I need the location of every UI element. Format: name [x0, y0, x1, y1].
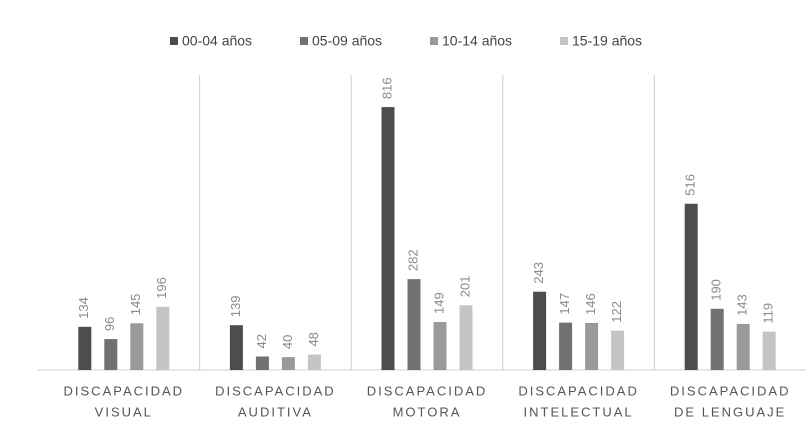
value-label: 196 — [154, 277, 169, 299]
legend-label: 00-04 años — [182, 33, 252, 49]
bar — [281, 357, 295, 370]
x-tick-label: DISCAPACIDAD — [64, 383, 185, 398]
bar — [585, 322, 599, 370]
bar — [156, 306, 170, 370]
legend-label: 05-09 años — [312, 33, 382, 49]
bar — [104, 339, 118, 370]
legend-swatch — [300, 37, 308, 45]
value-label: 243 — [531, 262, 546, 284]
value-label: 139 — [228, 296, 243, 318]
x-tick-label: INTELECTUAL — [524, 404, 634, 419]
value-label: 516 — [683, 174, 698, 196]
bar — [533, 291, 547, 370]
x-tick-label: MOTORA — [393, 404, 462, 419]
bar — [762, 331, 776, 370]
value-label: 145 — [128, 294, 143, 316]
legend-swatch — [170, 37, 178, 45]
x-tick-label: DISCAPACIDAD — [518, 383, 639, 398]
bar — [710, 308, 724, 370]
bar — [407, 279, 421, 370]
bar — [736, 323, 750, 370]
value-label: 119 — [761, 303, 776, 324]
value-label: 143 — [735, 294, 750, 316]
bar — [307, 354, 321, 370]
x-tick-label: DISCAPACIDAD — [670, 383, 791, 398]
value-label: 201 — [457, 276, 472, 298]
legend-swatch — [430, 37, 438, 45]
bar — [78, 326, 92, 370]
bar — [381, 107, 395, 371]
value-label: 149 — [431, 292, 446, 314]
value-label: 816 — [379, 77, 394, 99]
value-label: 134 — [76, 297, 91, 319]
x-tick-label: DISCAPACIDAD — [367, 383, 488, 398]
value-label: 282 — [405, 249, 420, 271]
value-label: 146 — [583, 293, 598, 315]
value-label: 48 — [306, 332, 321, 346]
x-tick-label: VISUAL — [95, 404, 153, 419]
bar — [229, 325, 243, 370]
x-tick-label: DISCAPACIDAD — [215, 383, 336, 398]
bar — [255, 356, 269, 370]
bar — [130, 323, 144, 370]
x-tick-label: DE LENGUAJE — [674, 404, 786, 419]
value-label: 147 — [557, 293, 572, 315]
legend-label: 15-19 años — [572, 33, 642, 49]
value-label: 96 — [102, 317, 117, 331]
legend-swatch — [560, 37, 568, 45]
x-tick-label: AUDITIVA — [238, 404, 313, 419]
bar — [459, 305, 473, 370]
legend: 00-04 años 05-09 años 10-14 años 15-19 años — [170, 33, 642, 49]
bar — [611, 330, 625, 370]
bar — [559, 322, 573, 370]
value-label: 40 — [280, 335, 295, 349]
bar — [684, 203, 698, 370]
value-label: 42 — [254, 334, 269, 348]
value-label: 190 — [709, 279, 724, 301]
bar — [433, 321, 447, 370]
value-label: 122 — [609, 301, 624, 323]
legend-label: 10-14 años — [442, 33, 512, 49]
